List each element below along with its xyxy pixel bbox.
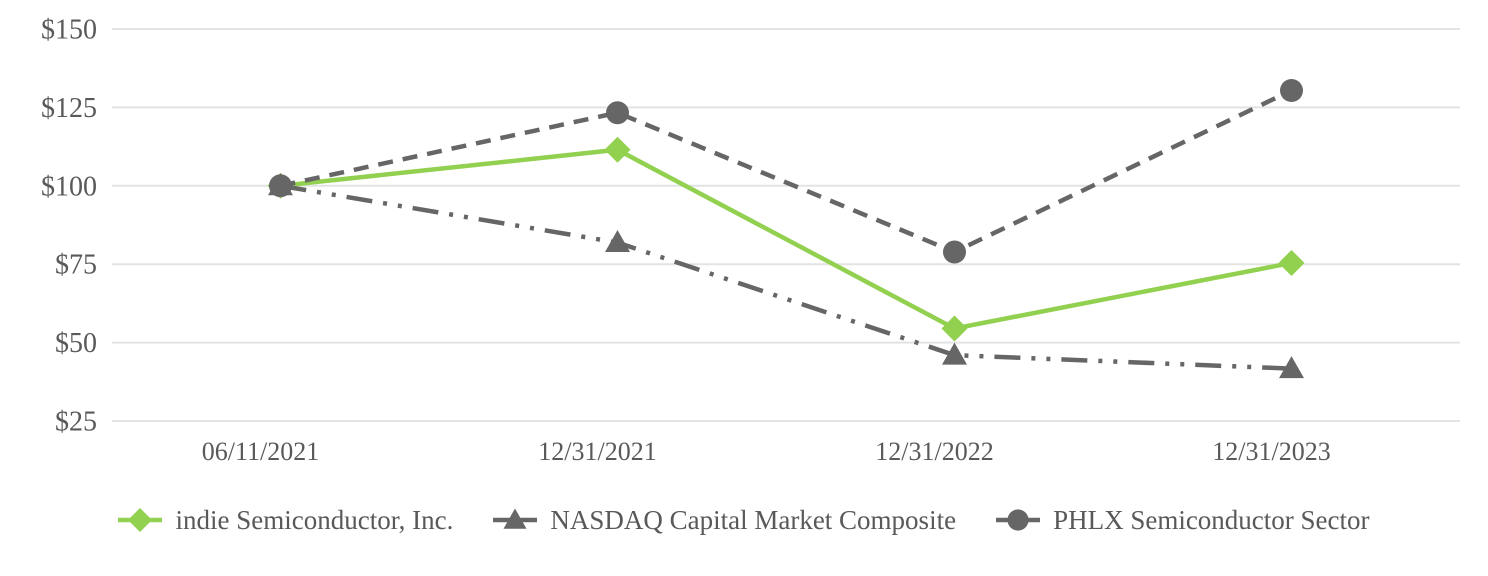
legend-item-nasdaq-composite: NASDAQ Capital Market Composite <box>493 505 956 535</box>
circle-marker <box>943 240 966 264</box>
circle-marker <box>606 101 629 125</box>
x-axis-tick-label: 12/31/2021 <box>538 437 656 466</box>
y-axis-tick-label: $75 <box>55 250 97 281</box>
diamond-marker <box>941 315 968 342</box>
x-axis-tick-label: 12/31/2023 <box>1212 437 1330 466</box>
y-axis-tick-label: $25 <box>55 407 97 438</box>
triangle-marker <box>942 342 967 365</box>
series-2 <box>269 78 1303 264</box>
series-line <box>280 147 1292 331</box>
diamond-marker <box>1278 249 1305 276</box>
y-axis-tick-label: $150 <box>41 15 97 46</box>
circle-marker <box>269 174 292 198</box>
legend-label: indie Semiconductor, Inc. <box>175 504 454 535</box>
triangle-marker-icon <box>493 508 538 529</box>
x-axis-tick-label: 12/31/2022 <box>875 437 993 466</box>
chart-plot-area: $150 $125 $100 $75 $50 $25 06/11/2021 12/31/202… <box>41 15 1460 466</box>
series-0 <box>267 136 1305 342</box>
circle-marker <box>1007 509 1029 531</box>
legend-label: NASDAQ Capital Market Composite <box>550 504 957 535</box>
legend-item-indie-semiconductor: indie Semiconductor, Inc. <box>118 505 453 535</box>
circle-marker <box>1280 78 1303 102</box>
triangle-marker <box>1279 356 1304 379</box>
y-axis-tick-label: $125 <box>41 93 97 124</box>
diamond-marker <box>604 136 631 163</box>
chart-legend: indie Semiconductor, Inc. NASDAQ Capital… <box>0 497 1488 543</box>
series-line <box>280 88 1293 255</box>
y-axis-tick-label: $50 <box>55 328 97 359</box>
diamond-marker <box>128 508 153 532</box>
series-line <box>280 183 1292 371</box>
diamond-marker-icon <box>118 508 163 532</box>
legend-label: PHLX Semiconductor Sector <box>1053 504 1370 535</box>
legend-item-phlx-semiconductor: PHLX Semiconductor Sector <box>996 504 1370 535</box>
triangle-marker <box>605 230 630 253</box>
circle-marker-icon <box>996 509 1041 531</box>
series-1 <box>268 173 1304 379</box>
triangle-marker <box>503 508 527 529</box>
x-axis-tick-label: 06/11/2021 <box>202 437 319 466</box>
y-axis-tick-label: $100 <box>41 171 97 202</box>
